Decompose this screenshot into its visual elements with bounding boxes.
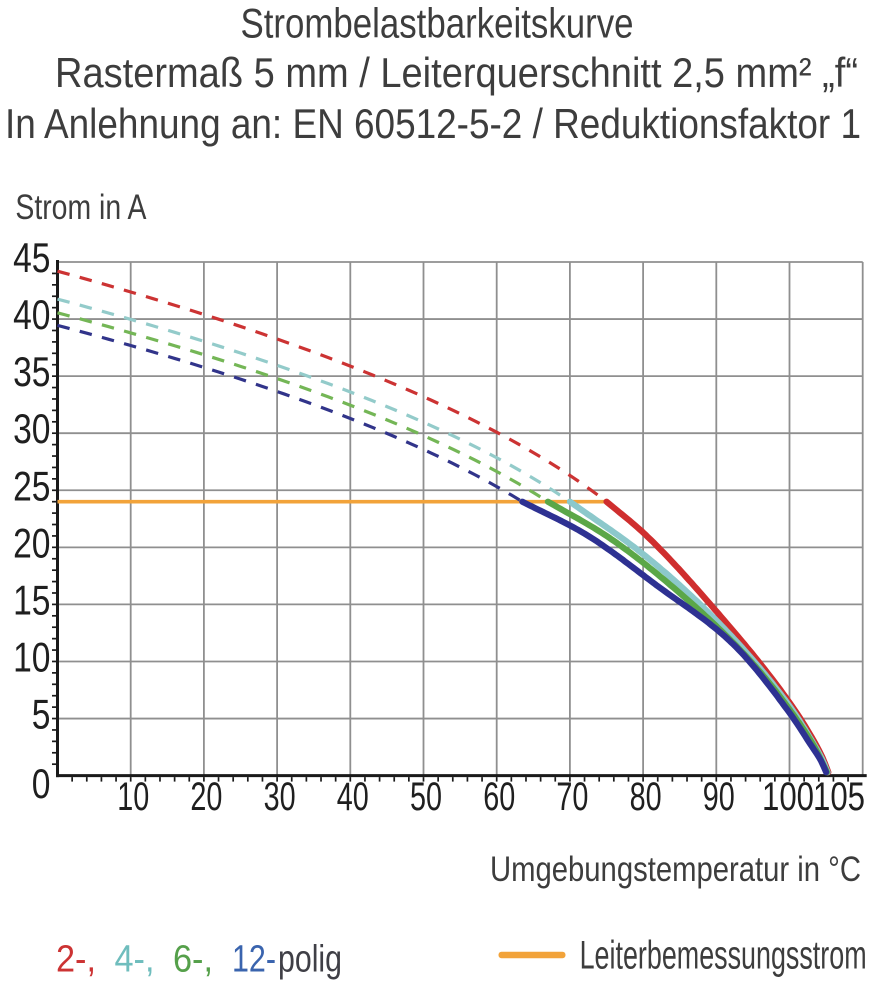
svg-text:0: 0 (32, 762, 51, 808)
svg-text:Rastermaß 5 mm / Leiterquersch: Rastermaß 5 mm / Leiterquerschnitt 2,5 m… (55, 49, 858, 96)
svg-text:Leiterbemessungsstrom: Leiterbemessungsstrom (580, 934, 867, 978)
svg-text:20: 20 (13, 521, 50, 567)
svg-text:90: 90 (703, 774, 735, 819)
svg-text:4-,: 4-, (115, 939, 155, 981)
svg-text:80: 80 (630, 774, 662, 819)
svg-text:Strombelastbarkeitskurve: Strombelastbarkeitskurve (241, 0, 634, 47)
svg-text:70: 70 (556, 774, 588, 819)
svg-text:polig: polig (278, 939, 342, 981)
svg-text:10: 10 (117, 774, 149, 819)
svg-text:15: 15 (13, 578, 50, 624)
svg-text:6-,: 6-, (173, 939, 213, 981)
svg-text:In Anlehnung an: EN 60512-5-2: In Anlehnung an: EN 60512-5-2 / Reduktio… (5, 100, 861, 147)
svg-text:105: 105 (813, 774, 865, 819)
svg-text:35: 35 (13, 350, 50, 396)
svg-text:25: 25 (13, 464, 50, 510)
svg-text:40: 40 (13, 293, 50, 339)
svg-text:45: 45 (13, 236, 50, 282)
svg-text:20: 20 (190, 774, 222, 819)
svg-text:Strom in A: Strom in A (15, 188, 147, 227)
svg-text:10: 10 (13, 635, 50, 681)
svg-text:40: 40 (337, 774, 369, 819)
svg-text:2-,: 2-, (56, 939, 96, 981)
svg-text:5: 5 (32, 692, 51, 738)
svg-text:30: 30 (264, 774, 296, 819)
svg-text:30: 30 (13, 407, 50, 453)
svg-text:50: 50 (410, 774, 442, 819)
svg-text:12-: 12- (232, 939, 276, 981)
svg-text:Umgebungstemperatur in °C: Umgebungstemperatur in °C (490, 850, 861, 889)
svg-text:60: 60 (483, 774, 515, 819)
svg-text:100: 100 (762, 774, 814, 819)
